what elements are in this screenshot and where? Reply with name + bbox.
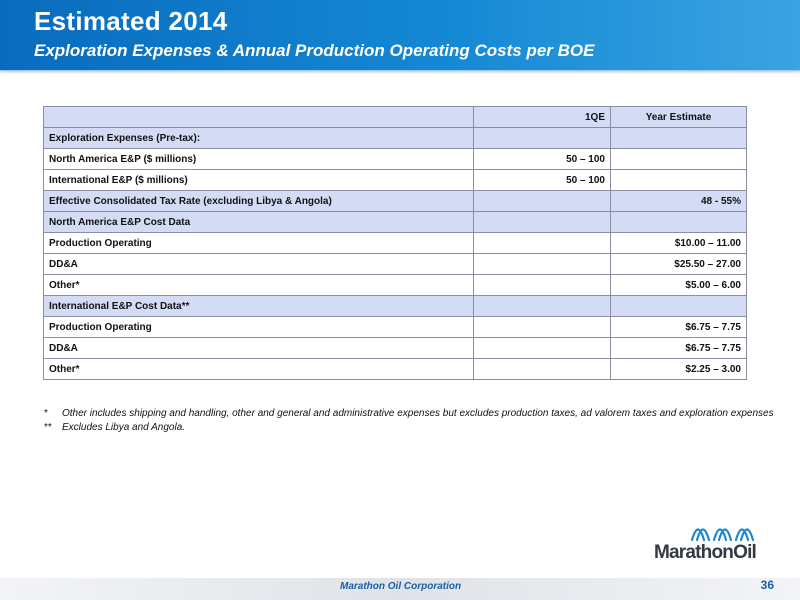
header-cell-label: [43, 106, 474, 128]
table-row: Effective Consolidated Tax Rate (excludi…: [43, 190, 747, 212]
header-cell-year-estimate: Year Estimate: [610, 106, 747, 128]
row-label: North America E&P ($ millions): [43, 148, 474, 170]
table-row: Exploration Expenses (Pre-tax):: [43, 127, 747, 149]
table-row: North America E&P Cost Data: [43, 211, 747, 233]
row-1qe-value: [473, 274, 611, 296]
footnote-text: Excludes Libya and Angola.: [62, 422, 186, 433]
row-year-value: [610, 127, 747, 149]
row-year-value: $6.75 – 7.75: [610, 316, 747, 338]
row-year-value: [610, 148, 747, 170]
row-1qe-value: [473, 190, 611, 212]
row-1qe-value: [473, 316, 611, 338]
row-year-value: $10.00 – 11.00: [610, 232, 747, 254]
table-row: Production Operating $10.00 – 11.00: [43, 232, 747, 254]
row-year-value: 48 - 55%: [610, 190, 747, 212]
table-row: DD&A $6.75 – 7.75: [43, 337, 747, 359]
row-1qe-value: 50 – 100: [473, 169, 611, 191]
table-row: DD&A $25.50 – 27.00: [43, 253, 747, 275]
logo-wordmark: MarathonOil: [654, 542, 757, 563]
row-label: Production Operating: [43, 316, 474, 338]
table-header-row: 1QE Year Estimate: [43, 106, 747, 128]
row-year-value: $25.50 – 27.00: [610, 253, 747, 275]
row-1qe-value: [473, 358, 611, 380]
footer-bar: [0, 578, 800, 600]
footer-company: Marathon Oil Corporation: [340, 581, 462, 592]
row-label: Other*: [43, 274, 474, 296]
header-cell-1qe: 1QE: [473, 106, 611, 128]
row-year-value: $2.25 – 3.00: [610, 358, 747, 380]
table-row: Other* $5.00 – 6.00: [43, 274, 747, 296]
title-banner: Estimated 2014 Exploration Expenses & An…: [0, 0, 800, 70]
marathon-oil-logo: MarathonOil: [654, 522, 794, 572]
row-label: Exploration Expenses (Pre-tax):: [43, 127, 474, 149]
footnote-1: * Other includes shipping and handling, o…: [44, 407, 774, 421]
row-1qe-value: [473, 337, 611, 359]
footnote-text: Other includes shipping and handling, ot…: [62, 408, 774, 419]
page-number: 36: [760, 578, 774, 592]
row-year-value: [610, 211, 747, 233]
row-1qe-value: 50 – 100: [473, 148, 611, 170]
row-label: Production Operating: [43, 232, 474, 254]
footnotes: * Other includes shipping and handling, o…: [44, 407, 774, 435]
row-label: North America E&P Cost Data: [43, 211, 474, 233]
row-1qe-value: [473, 295, 611, 317]
row-year-value: $5.00 – 6.00: [610, 274, 747, 296]
marathon-wave-logo-icon: [690, 528, 755, 542]
row-label: Effective Consolidated Tax Rate (excludi…: [43, 190, 474, 212]
table-row: Production Operating $6.75 – 7.75: [43, 316, 747, 338]
row-label: DD&A: [43, 337, 474, 359]
table-row: Other* $2.25 – 3.00: [43, 358, 747, 380]
row-year-value: [610, 295, 747, 317]
row-1qe-value: [473, 127, 611, 149]
cost-estimate-table: 1QE Year Estimate Exploration Expenses (…: [43, 106, 747, 380]
row-label: International E&P ($ millions): [43, 169, 474, 191]
footnote-mark: *: [44, 408, 48, 419]
row-label: Other*: [43, 358, 474, 380]
table-row: International E&P Cost Data**: [43, 295, 747, 317]
row-year-value: [610, 169, 747, 191]
table-row: International E&P ($ millions) 50 – 100: [43, 169, 747, 191]
row-label: DD&A: [43, 253, 474, 275]
footnote-2: ** Excludes Libya and Angola.: [44, 421, 774, 435]
row-1qe-value: [473, 253, 611, 275]
banner-divider: [0, 70, 800, 71]
row-1qe-value: [473, 232, 611, 254]
footnote-mark: **: [44, 422, 52, 433]
page-subtitle: Exploration Expenses & Annual Production…: [34, 41, 595, 60]
row-year-value: $6.75 – 7.75: [610, 337, 747, 359]
row-label: International E&P Cost Data**: [43, 295, 474, 317]
row-1qe-value: [473, 211, 611, 233]
page-title: Estimated 2014: [34, 6, 228, 36]
table-row: North America E&P ($ millions) 50 – 100: [43, 148, 747, 170]
